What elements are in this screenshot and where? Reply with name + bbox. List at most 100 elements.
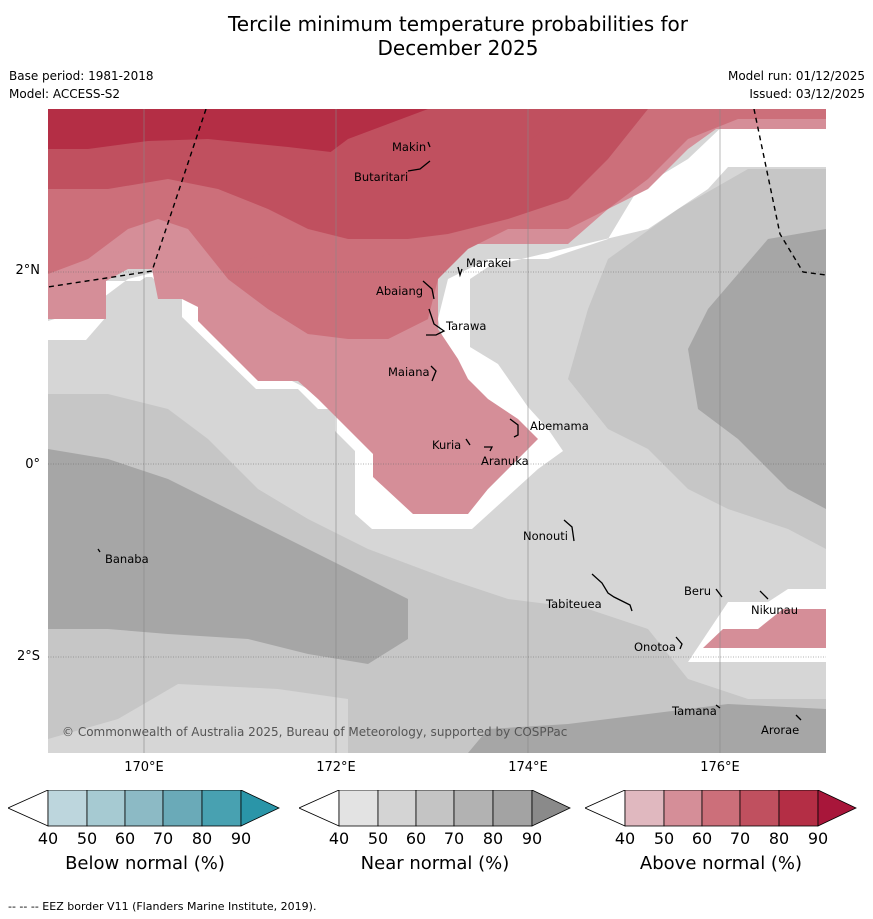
near-tick-90: 90 <box>521 829 543 848</box>
label-banaba: Banaba <box>105 552 149 566</box>
near-swatch-4 <box>453 790 494 827</box>
below-tick-50: 50 <box>76 829 98 848</box>
colorbar-above-normal <box>585 790 857 827</box>
island-maiana <box>430 365 437 382</box>
lon-label-172e: 172°E <box>316 760 356 775</box>
colorbar-above-label: Above normal (%) <box>639 853 803 874</box>
label-onotoa: Onotoa <box>634 640 676 654</box>
graticule <box>143 109 721 753</box>
island-aranuka <box>484 446 494 452</box>
label-nikunau: Nikunau <box>751 603 798 617</box>
map-title: Tercile minimum temperature probabilitie… <box>0 12 873 60</box>
islands <box>97 141 802 721</box>
colorbar-below-label: Below normal (%) <box>65 853 225 874</box>
above-swatch-3 <box>701 790 741 827</box>
near-normal-80-90-south <box>468 704 826 753</box>
near-normal-80-90-east <box>688 229 826 509</box>
label-marakei: Marakei <box>466 256 511 270</box>
meta-right: Model run: 01/12/2025 Issued: 03/12/2025 <box>728 67 865 103</box>
above-tick-60: 60 <box>691 829 713 848</box>
island-tamana <box>715 704 721 709</box>
label-kuria: Kuria <box>432 438 461 452</box>
below-swatch-3 <box>124 790 164 827</box>
near-normal-50-60-southwest <box>48 684 348 753</box>
title-line-1: Tercile minimum temperature probabilitie… <box>227 12 689 36</box>
colorbar-near-normal <box>299 790 571 827</box>
eez-border <box>48 109 826 288</box>
island-marakei <box>457 266 463 278</box>
island-kuria <box>465 438 471 446</box>
eez-footnote: -- -- -- EEZ border V11 (Flanders Marine… <box>8 900 317 913</box>
near-normal-80-90-west <box>48 449 408 664</box>
near-tick-80: 80 <box>482 829 504 848</box>
colorbar-below-swatches <box>8 790 280 827</box>
model-run: Model run: 01/12/2025 <box>727 69 865 83</box>
lat-label-0: 0° <box>25 457 40 472</box>
label-nonouti: Nonouti <box>523 529 568 543</box>
lon-label-170e: 170°E <box>124 760 164 775</box>
below-swatch-5 <box>201 790 242 827</box>
above-tick-80: 80 <box>768 829 790 848</box>
near-tick-40: 40 <box>328 829 350 848</box>
island-banaba <box>97 548 101 553</box>
copyright-notice: © Commonwealth of Australia 2025, Bureau… <box>62 725 567 739</box>
meta-left: Base period: 1981-2018 Model: ACCESS-S2 <box>9 67 154 103</box>
title-line-2: December 2025 <box>377 36 539 60</box>
island-onotoa <box>675 636 683 650</box>
above-swatch-6 <box>817 790 857 827</box>
above-tick-50: 50 <box>653 829 675 848</box>
island-abemama <box>509 418 519 438</box>
island-nikunau <box>759 590 769 600</box>
below-swatch-2 <box>86 790 126 827</box>
below-tick-90: 90 <box>230 829 252 848</box>
island-butaritari <box>407 160 431 172</box>
label-beru: Beru <box>684 584 711 598</box>
label-abemama: Abemama <box>530 419 589 433</box>
near-tick-70: 70 <box>443 829 465 848</box>
above-swatch-0 <box>585 790 626 827</box>
label-maiana: Maiana <box>388 365 430 379</box>
island-tarawa <box>426 308 446 336</box>
island-nonouti <box>563 519 575 542</box>
near-tick-50: 50 <box>367 829 389 848</box>
below-tick-60: 60 <box>114 829 136 848</box>
label-makin: Makin <box>392 140 426 154</box>
above-tick-40: 40 <box>614 829 636 848</box>
label-tarawa: Tarawa <box>445 319 486 333</box>
above-swatch-1 <box>624 790 665 827</box>
label-butaritari: Butaritari <box>354 170 408 184</box>
near-swatch-3 <box>415 790 455 827</box>
label-tamana: Tamana <box>671 704 717 718</box>
above-normal-50-60-southeast <box>703 609 826 648</box>
base-period: Base period: 1981-2018 <box>9 69 154 83</box>
below-40-white-band <box>48 121 826 529</box>
lon-label-174e: 174°E <box>508 760 548 775</box>
below-tick-80: 80 <box>191 829 213 848</box>
below-swatch-4 <box>162 790 203 827</box>
island-beru <box>715 588 723 598</box>
above-swatch-4 <box>739 790 780 827</box>
above-normal-70-80-mid <box>308 109 568 189</box>
latitude-lines <box>48 271 826 658</box>
colorbar-near-label: Near normal (%) <box>360 853 510 874</box>
above-tick-70: 70 <box>729 829 751 848</box>
colorbar-below-normal <box>8 790 280 827</box>
near-swatch-1 <box>338 790 379 827</box>
above-normal-60-70-inner <box>228 249 428 339</box>
island-arorae <box>795 714 802 721</box>
island-makin <box>427 141 431 148</box>
near-swatch-6 <box>531 790 571 827</box>
island-abaiang <box>422 280 435 300</box>
below-tick-70: 70 <box>152 829 174 848</box>
label-tabiteuea: Tabiteuea <box>545 597 602 611</box>
label-aranuka: Aranuka <box>481 454 529 468</box>
model-name: Model: ACCESS-S2 <box>9 87 121 101</box>
lon-label-176e: 176°E <box>700 760 740 775</box>
near-swatch-0 <box>299 790 340 827</box>
near-swatch-2 <box>377 790 417 827</box>
above-tick-90: 90 <box>807 829 829 848</box>
label-abaiang: Abaiang <box>376 284 423 298</box>
near-swatch-5 <box>492 790 533 827</box>
lat-label-2n: 2°N <box>15 263 41 278</box>
below-tick-40: 40 <box>37 829 59 848</box>
